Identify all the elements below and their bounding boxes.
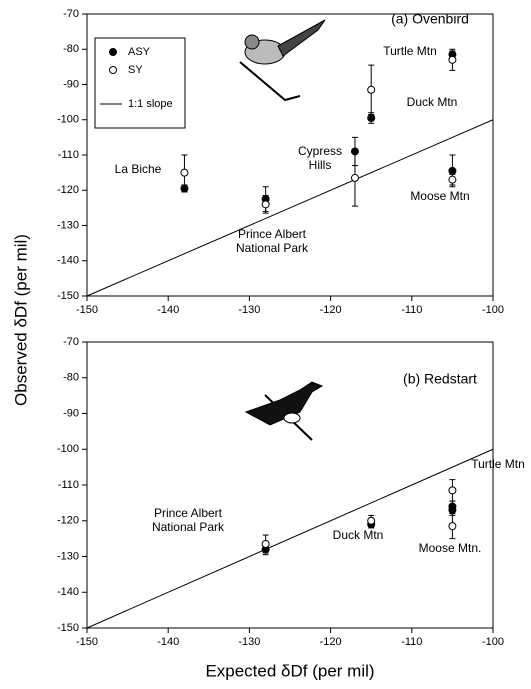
y-tick-label: -70: [63, 336, 79, 348]
point: [448, 166, 457, 175]
point: [367, 85, 376, 94]
y-tick-label: -100: [57, 443, 79, 455]
point: [448, 175, 457, 184]
y-tick-label: -90: [63, 78, 79, 90]
site-label: Duck Mtn: [407, 95, 458, 109]
legend-marker: [109, 48, 117, 56]
point: [350, 173, 359, 182]
point: [261, 200, 270, 209]
y-tick-label: -140: [57, 255, 79, 267]
y-tick-label: -140: [57, 586, 79, 598]
x-tick-label: -120: [320, 636, 342, 648]
point: [367, 113, 376, 122]
legend-label: SY: [128, 64, 143, 76]
reference-line: [86, 119, 494, 297]
point: [261, 539, 270, 548]
y-tick-label: -90: [63, 407, 79, 419]
legend-label: ASY: [128, 46, 151, 58]
y-tick-label: -80: [63, 43, 79, 55]
x-tick-label: -130: [238, 636, 260, 648]
x-tick-label: -110: [401, 636, 422, 648]
site-label: National Park: [152, 520, 225, 534]
x-axis-label: Expected δDf (per mil): [205, 661, 374, 680]
site-label: Moose Mtn: [410, 189, 469, 203]
x-tick-label: -100: [482, 636, 504, 648]
point: [367, 516, 376, 525]
x-tick-label: -100: [482, 304, 504, 316]
y-tick-label: -130: [57, 550, 79, 562]
site-label: La Biche: [115, 162, 162, 176]
point: [448, 486, 457, 495]
point: [448, 522, 457, 531]
site-label: Duck Mtn: [333, 528, 384, 542]
y-tick-label: -120: [57, 184, 79, 196]
y-tick-label: -80: [63, 372, 79, 384]
site-label: National Park: [236, 241, 309, 255]
site-label: Turtle Mtn: [471, 457, 525, 471]
site-label: Moose Mtn.: [419, 541, 482, 555]
y-tick-label: -130: [57, 219, 79, 231]
redstart-drawing: [244, 381, 324, 441]
y-axis-label: Observed δDf (per mil): [11, 234, 30, 406]
y-tick-label: -70: [63, 8, 79, 20]
legend-label: 1:1 slope: [128, 98, 173, 110]
reference-line: [86, 448, 494, 629]
site-label: Hills: [309, 158, 332, 172]
point: [448, 55, 457, 64]
y-tick-label: -120: [57, 515, 79, 527]
y-tick-label: -110: [58, 149, 79, 161]
panel-title: (a) Ovenbird: [391, 11, 469, 27]
x-tick-label: -120: [320, 304, 342, 316]
x-tick-label: -140: [157, 636, 179, 648]
y-tick-label: -150: [57, 622, 79, 634]
legend-box: [94, 37, 186, 129]
point: [180, 168, 189, 177]
x-tick-label: -150: [76, 636, 98, 648]
legend-marker: [109, 66, 117, 74]
y-tick-label: -100: [57, 114, 79, 126]
site-label: Prince Albert: [154, 506, 223, 520]
x-tick-label: -110: [401, 304, 422, 316]
site-label: Cypress: [298, 144, 342, 158]
x-tick-label: -140: [157, 304, 179, 316]
ovenbird-drawing: [239, 19, 326, 102]
x-tick-label: -130: [238, 304, 260, 316]
site-label: Turtle Mtn: [383, 44, 437, 58]
panel-title: (b) Redstart: [403, 371, 477, 387]
x-tick-label: -150: [76, 304, 98, 316]
point: [448, 506, 457, 515]
y-tick-label: -150: [57, 290, 79, 302]
y-tick-label: -110: [58, 479, 79, 491]
site-label: Prince Albert: [238, 227, 307, 241]
